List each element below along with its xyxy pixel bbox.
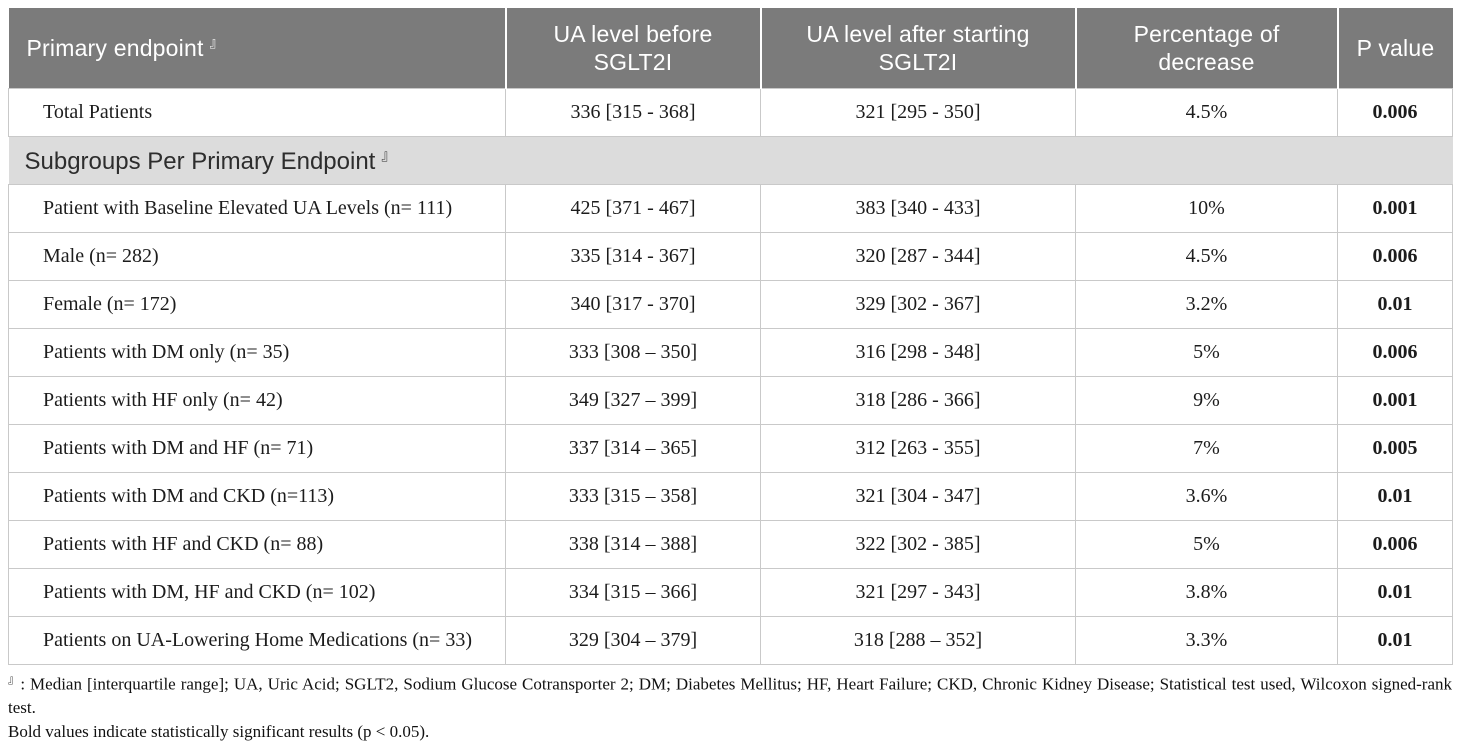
footnote-significance: Bold values indicate statistically signi… <box>8 722 430 742</box>
cell-decrease: 4.5% <box>1075 231 1338 281</box>
table-row-total-patients: Total Patients 336 [315 - 368] 321 [295 … <box>8 87 1453 137</box>
cell-p-value: 0.01 <box>1337 615 1453 665</box>
footnote-marker-icon: 』 <box>8 672 21 686</box>
cell-p-value: 0.01 <box>1337 279 1453 329</box>
cell-ua-after: 321 [297 - 343] <box>760 567 1076 617</box>
table-row: Patient with Baseline Elevated UA Levels… <box>8 183 1453 233</box>
cell-ua-after: 312 [263 - 355] <box>760 423 1076 473</box>
cell-ua-after: 318 [288 – 352] <box>760 615 1076 665</box>
cell-p-value: 0.006 <box>1337 87 1453 137</box>
table-header-row: Primary endpoint 』 UA level before SGLT2I… <box>8 8 1453 88</box>
cell-endpoint: Patients with HF only (n= 42) <box>8 375 506 425</box>
cell-ua-before: 329 [304 – 379] <box>505 615 761 665</box>
cell-ua-before: 425 [371 - 467] <box>505 183 761 233</box>
cell-decrease: 3.3% <box>1075 615 1338 665</box>
cell-p-value: 0.01 <box>1337 567 1453 617</box>
cell-p-value: 0.005 <box>1337 423 1453 473</box>
cell-ua-after: 329 [302 - 367] <box>760 279 1076 329</box>
column-header-ua-after: UA level after starting SGLT2I <box>759 8 1076 88</box>
table-row: Female (n= 172) 340 [317 - 370] 329 [302… <box>8 279 1453 329</box>
cell-p-value: 0.001 <box>1337 183 1453 233</box>
cell-endpoint: Patients with DM, HF and CKD (n= 102) <box>8 567 506 617</box>
table-row: Patients with HF only (n= 42) 349 [327 –… <box>8 375 1453 425</box>
cell-p-value: 0.01 <box>1337 471 1453 521</box>
section-header-cell: Subgroups Per Primary Endpoint 』 <box>8 135 1453 185</box>
cell-ua-before: 337 [314 – 365] <box>505 423 761 473</box>
cell-endpoint: Patients with DM and CKD (n=113) <box>8 471 506 521</box>
cell-decrease: 5% <box>1075 519 1338 569</box>
cell-ua-before: 338 [314 – 388] <box>505 519 761 569</box>
footnote-abbreviations-text: : Median [interquartile range]; UA, Uric… <box>8 674 1452 718</box>
results-table: Primary endpoint 』 UA level before SGLT2I… <box>8 8 1453 665</box>
footnote-abbreviations: 』: Median [interquartile range]; UA, Uri… <box>8 672 1452 721</box>
cell-endpoint: Patients with HF and CKD (n= 88) <box>8 519 506 569</box>
cell-p-value: 0.001 <box>1337 375 1453 425</box>
cell-ua-after: 322 [302 - 385] <box>760 519 1076 569</box>
cell-p-value: 0.006 <box>1337 231 1453 281</box>
column-header-percentage-decrease: Percentage of decrease <box>1074 8 1338 88</box>
column-header-label: Primary endpoint <box>26 34 204 61</box>
cell-ua-before: 340 [317 - 370] <box>505 279 761 329</box>
cell-ua-before: 333 [315 – 358] <box>505 471 761 521</box>
cell-endpoint: Patient with Baseline Elevated UA Levels… <box>8 183 506 233</box>
cell-ua-before: 335 [314 - 367] <box>505 231 761 281</box>
column-header-p-value: P value <box>1336 8 1453 88</box>
cell-endpoint: Female (n= 172) <box>8 279 506 329</box>
section-header-subgroups: Subgroups Per Primary Endpoint 』 <box>8 135 1453 185</box>
cell-decrease: 9% <box>1075 375 1338 425</box>
cell-decrease: 3.6% <box>1075 471 1338 521</box>
cell-decrease: 10% <box>1075 183 1338 233</box>
table-row: Patients on UA-Lowering Home Medications… <box>8 615 1453 665</box>
cell-ua-after: 321 [304 - 347] <box>760 471 1076 521</box>
cell-decrease: 5% <box>1075 327 1338 377</box>
cell-decrease: 3.8% <box>1075 567 1338 617</box>
cell-ua-before: 336 [315 - 368] <box>505 87 761 137</box>
cell-endpoint: Patients with DM only (n= 35) <box>8 327 506 377</box>
cell-decrease: 3.2% <box>1075 279 1338 329</box>
cell-ua-before: 334 [315 – 366] <box>505 567 761 617</box>
cell-p-value: 0.006 <box>1337 519 1453 569</box>
cell-endpoint: Patients on UA-Lowering Home Medications… <box>8 615 506 665</box>
table-row: Patients with DM and CKD (n=113) 333 [31… <box>8 471 1453 521</box>
table-row: Patients with DM only (n= 35) 333 [308 –… <box>8 327 1453 377</box>
cell-endpoint: Male (n= 282) <box>8 231 506 281</box>
cell-ua-after: 321 [295 - 350] <box>760 87 1076 137</box>
table-row: Male (n= 282) 335 [314 - 367] 320 [287 -… <box>8 231 1453 281</box>
cell-ua-after: 316 [298 - 348] <box>760 327 1076 377</box>
cell-ua-after: 318 [286 - 366] <box>760 375 1076 425</box>
table-row: Patients with DM, HF and CKD (n= 102) 33… <box>8 567 1453 617</box>
table-row: Patients with DM and HF (n= 71) 337 [314… <box>8 423 1453 473</box>
cell-ua-before: 333 [308 – 350] <box>505 327 761 377</box>
footnote-marker-icon: 』 <box>381 148 396 164</box>
footnote-marker-icon: 』 <box>209 35 224 51</box>
cell-endpoint: Total Patients <box>8 87 506 137</box>
cell-ua-after: 383 [340 - 433] <box>760 183 1076 233</box>
table-row: Patients with HF and CKD (n= 88) 338 [31… <box>8 519 1453 569</box>
cell-decrease: 7% <box>1075 423 1338 473</box>
cell-ua-after: 320 [287 - 344] <box>760 231 1076 281</box>
section-header-label: Subgroups Per Primary Endpoint <box>24 148 376 175</box>
cell-decrease: 4.5% <box>1075 87 1338 137</box>
cell-p-value: 0.006 <box>1337 327 1453 377</box>
table-footnotes: 』: Median [interquartile range]; UA, Uri… <box>8 672 1452 745</box>
cell-ua-before: 349 [327 – 399] <box>505 375 761 425</box>
column-header-ua-before: UA level before SGLT2I <box>504 8 761 88</box>
cell-endpoint: Patients with DM and HF (n= 71) <box>8 423 506 473</box>
column-header-primary-endpoint: Primary endpoint 』 <box>8 8 506 88</box>
